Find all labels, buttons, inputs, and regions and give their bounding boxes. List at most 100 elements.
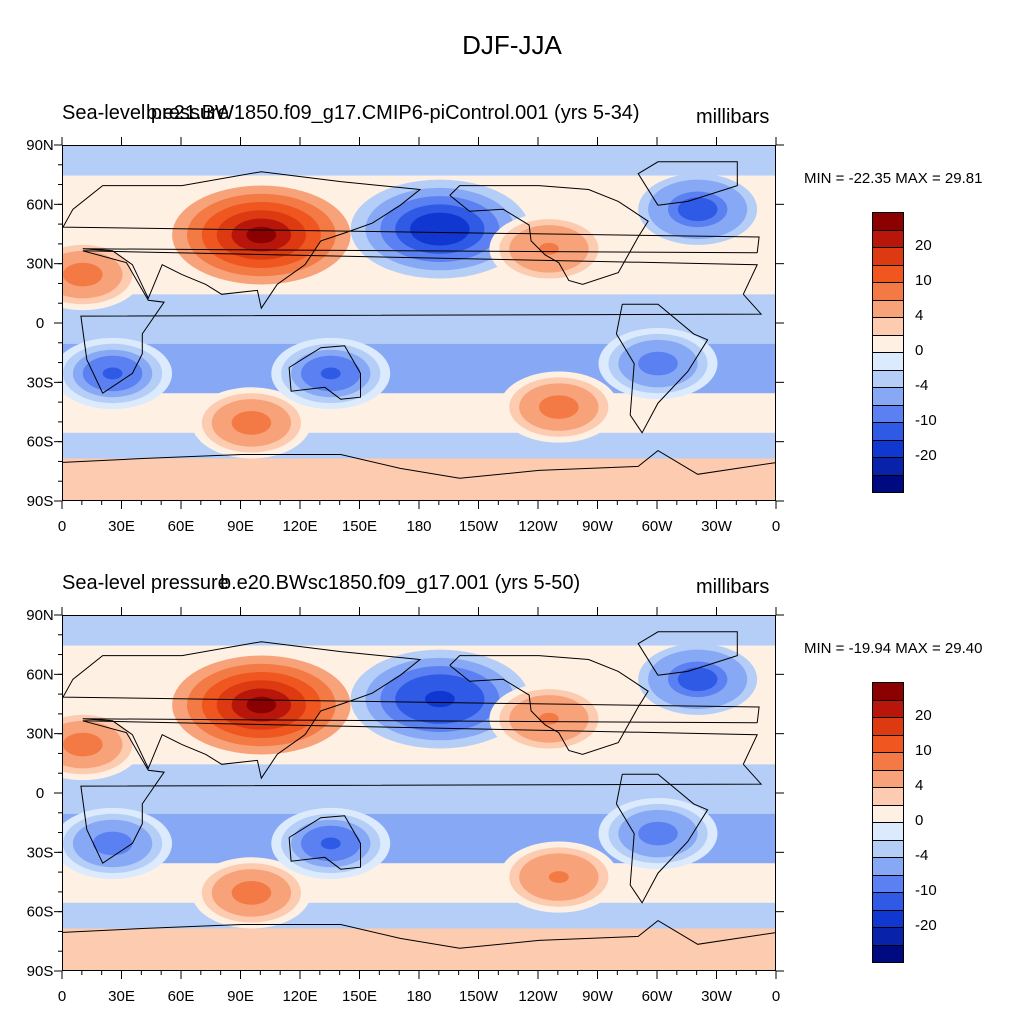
lon-label: 150W <box>459 988 499 1005</box>
coastline <box>449 185 649 285</box>
colorbar-swatch <box>872 212 904 231</box>
colorbar-swatch <box>872 370 904 388</box>
colorbar-label: -4 <box>915 377 929 394</box>
lon-label: 30W <box>701 988 733 1005</box>
field-contour <box>548 871 569 883</box>
lon-label: 30W <box>701 518 733 535</box>
lon-label: 60E <box>168 988 195 1005</box>
colorbar-swatch <box>872 388 904 406</box>
lon-label: 120E <box>282 988 317 1005</box>
panel-case-label: b.e20.BWsc1850.f09_g17.001 (yrs 5-50) <box>220 572 581 594</box>
coastline <box>615 303 709 434</box>
colorbar-swatch <box>872 928 904 946</box>
field-contour <box>548 401 569 413</box>
lon-label: 150E <box>342 988 377 1005</box>
colorbar-label: 10 <box>915 272 932 289</box>
colorbar-swatch <box>872 893 904 911</box>
colorbar-label: 20 <box>915 237 932 254</box>
field-band <box>63 146 775 176</box>
colorbar <box>872 682 904 963</box>
colorbar-swatch <box>872 770 904 788</box>
panel-bottom: Sea-level pressure b.e20.BWsc1850.f09_g1… <box>0 470 1024 1005</box>
lon-label: 60W <box>642 988 674 1005</box>
lon-label: 0 <box>772 518 780 535</box>
lat-label: 60N <box>26 666 54 683</box>
lon-label: 90W <box>582 988 614 1005</box>
panel-variable-label: Sea-level pressure <box>62 572 229 594</box>
panel-top: Sea-level pressure b.e21.BW1850.f09_g17.… <box>0 0 1024 535</box>
lat-label: 60S <box>27 904 54 921</box>
lon-label: 0 <box>58 988 66 1005</box>
colorbar-swatch <box>872 805 904 823</box>
lat-label: 0 <box>36 315 44 332</box>
field-contour <box>687 673 708 686</box>
panel-minmax: MIN = -22.35 MAX = 29.81 <box>804 170 983 187</box>
coastline <box>449 655 649 755</box>
field-contour <box>424 220 455 238</box>
lon-label: 60W <box>642 518 674 535</box>
field-band <box>63 616 775 646</box>
coastline <box>288 345 361 400</box>
field-contour <box>320 367 341 380</box>
colorbar-swatch <box>872 840 904 858</box>
lon-label: 30E <box>108 518 135 535</box>
colorbar-swatch <box>872 423 904 441</box>
lon-label: 180 <box>406 988 431 1005</box>
field-contour <box>102 837 123 850</box>
figure-title: DJF-JJA <box>462 30 562 60</box>
field-band <box>63 928 775 970</box>
lon-label: 180 <box>406 518 431 535</box>
colorbar-swatch <box>872 440 904 458</box>
lat-label: 30S <box>27 374 54 391</box>
lat-label: 0 <box>36 785 44 802</box>
colorbar-swatch <box>872 283 904 301</box>
colorbar-label: -4 <box>915 847 929 864</box>
colorbar-swatch <box>872 858 904 876</box>
panel-units-label: millibars <box>696 106 770 128</box>
colorbar-swatch <box>872 475 904 493</box>
field-band <box>63 432 775 459</box>
coastline <box>63 919 775 949</box>
coastline <box>288 815 361 870</box>
lon-label: 90W <box>582 518 614 535</box>
field-contour <box>72 268 93 281</box>
field-contour <box>72 738 93 751</box>
coastline <box>80 250 763 394</box>
lon-label: 120W <box>518 518 558 535</box>
colorbar-swatch <box>872 353 904 371</box>
lat-label: 30N <box>26 256 54 273</box>
colorbar-swatch <box>872 335 904 353</box>
lon-label: 120W <box>518 988 558 1005</box>
lat-label: 90N <box>26 607 54 624</box>
lat-label: 90S <box>27 493 54 510</box>
lon-label: 30E <box>108 988 135 1005</box>
lat-label: 60S <box>27 434 54 451</box>
coastline <box>80 720 763 864</box>
map-plot <box>62 615 776 971</box>
panel-minmax: MIN = -19.94 MAX = 29.40 <box>804 640 983 657</box>
colorbar-swatch <box>872 458 904 476</box>
colorbar-label: 0 <box>915 812 924 829</box>
coastline <box>63 449 775 479</box>
field-contour <box>241 416 262 429</box>
colorbar-swatch <box>872 248 904 266</box>
colorbar-swatch <box>872 823 904 841</box>
field-contour <box>246 696 277 714</box>
colorbar-swatch <box>872 875 904 893</box>
coastline <box>637 161 738 206</box>
lat-label: 60N <box>26 196 54 213</box>
field-contour <box>687 203 708 216</box>
colorbar <box>872 212 904 493</box>
colorbar-swatch <box>872 700 904 718</box>
colorbar-swatch <box>872 945 904 963</box>
field-contour <box>320 837 341 850</box>
lon-label: 150W <box>459 518 499 535</box>
colorbar-swatch <box>872 910 904 928</box>
colorbar-swatch <box>872 682 904 701</box>
colorbar-swatch <box>872 300 904 318</box>
coastline <box>63 641 760 780</box>
lon-label: 90E <box>227 988 254 1005</box>
panel-case-label: b.e21.BW1850.f09_g17.CMIP6-piControl.001… <box>146 102 640 124</box>
field-contour <box>648 827 668 840</box>
